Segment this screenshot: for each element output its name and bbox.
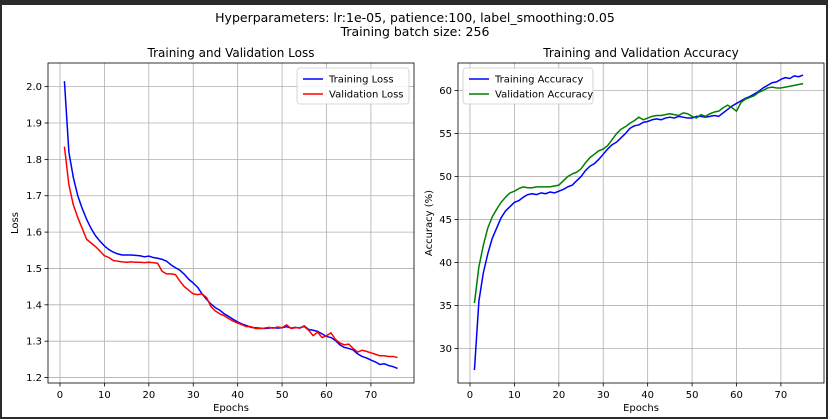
loss-x-tick-label-2: 20: [142, 390, 155, 401]
loss-y-tick-label-8: 2.0: [26, 82, 42, 93]
loss-legend-label-0: Training Loss: [328, 75, 394, 86]
loss-legend: Training Loss Validation Loss: [296, 67, 410, 105]
loss-x-tick-label-0: 0: [57, 390, 63, 401]
loss-axes-frame: [47, 62, 415, 384]
loss-series-line-validation-loss: [63, 146, 398, 359]
loss-y-tick-label-6: 1.8: [26, 155, 42, 166]
loss-plot-area: [48, 63, 414, 383]
accuracy-x-tick-label-7: 70: [775, 390, 788, 401]
accuracy-x-tick-label-4: 40: [641, 390, 654, 401]
accuracy-chart-title: Training and Validation Accuracy: [542, 46, 738, 60]
loss-x-tick-label-3: 30: [187, 390, 200, 401]
accuracy-x-tick-label-1: 10: [508, 390, 521, 401]
loss-y-tick-label-1: 1.3: [26, 337, 42, 348]
accuracy-plot-area: [458, 63, 824, 383]
loss-y-tick-label-5: 1.7: [26, 191, 42, 202]
accuracy-axes-frame: [457, 62, 825, 384]
loss-x-tick-label-1: 10: [98, 390, 111, 401]
suptitle-line-1: Hyperparameters: lr:1e-05, patience:100,…: [215, 10, 615, 25]
accuracy-y-tick-label-3: 45: [439, 215, 452, 226]
loss-chart: 0 10 20 30 40 50 60 70 1.2 1.3 1.4 1.5 1.6 1.7 1.8 1.9 2…: [10, 46, 415, 414]
accuracy-y-tick-label-0: 30: [439, 344, 452, 355]
loss-series-line-training-loss: [63, 81, 398, 370]
loss-y-tick-label-2: 1.4: [26, 300, 42, 311]
loss-x-axis-label: Epochs: [213, 403, 249, 414]
accuracy-x-axis-label: Epochs: [623, 403, 659, 414]
loss-y-tick-label-0: 1.2: [26, 373, 42, 384]
loss-x-tick-label-7: 70: [365, 390, 378, 401]
accuracy-y-tick-label-6: 60: [439, 86, 452, 97]
accuracy-chart: 0 10 20 30 40 50 60 70 30 35 40 45 50 55 60 Training an…: [424, 46, 825, 414]
loss-y-tick-label-7: 1.9: [26, 119, 42, 130]
loss-y-tick-label-3: 1.5: [26, 264, 42, 275]
loss-y-tick-label-4: 1.6: [26, 228, 42, 239]
accuracy-y-tick-label-5: 55: [439, 129, 452, 140]
accuracy-legend-label-0: Training Accuracy: [494, 75, 583, 86]
loss-legend-label-1: Validation Loss: [329, 90, 404, 101]
accuracy-x-tick-label-3: 30: [597, 390, 610, 401]
accuracy-y-tick-label-4: 50: [439, 172, 452, 183]
loss-chart-title: Training and Validation Loss: [147, 46, 315, 60]
figure: Hyperparameters: lr:1e-05, patience:100,…: [2, 5, 826, 417]
loss-legend-box: [296, 67, 410, 105]
accuracy-series-line-training-accuracy: [473, 74, 804, 371]
accuracy-x-tick-label-2: 20: [552, 390, 565, 401]
suptitle-line-2: Training batch size: 256: [340, 24, 490, 39]
accuracy-legend-label-1: Validation Accuracy: [495, 90, 593, 101]
loss-y-axis-label: Loss: [10, 212, 21, 234]
accuracy-y-axis-label: Accuracy (%): [424, 190, 435, 256]
accuracy-legend-box: [462, 67, 594, 105]
loss-x-tick-label-4: 40: [231, 390, 244, 401]
accuracy-y-tick-label-2: 40: [439, 258, 452, 269]
loss-x-tick-label-5: 50: [276, 390, 289, 401]
accuracy-x-tick-label-0: 0: [467, 390, 473, 401]
figure-canvas: Hyperparameters: lr:1e-05, patience:100,…: [10, 10, 825, 414]
loss-x-tick-label-6: 60: [320, 390, 333, 401]
accuracy-x-tick-label-5: 50: [686, 390, 699, 401]
accuracy-legend: Training Accuracy Validation Accuracy: [462, 67, 594, 105]
accuracy-x-tick-label-6: 60: [730, 390, 743, 401]
accuracy-y-tick-label-1: 35: [439, 301, 452, 312]
accuracy-series-line-validation-accuracy: [473, 82, 804, 304]
